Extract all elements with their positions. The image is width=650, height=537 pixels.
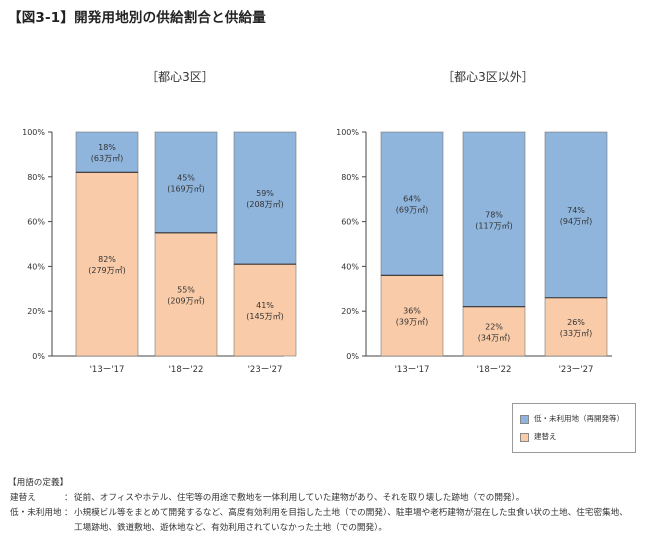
definition-term-vacant: 低・未利用地	[10, 508, 62, 518]
bar-segment-vacant	[233, 131, 297, 265]
bar-segment-rebuild	[233, 263, 297, 357]
chart-title-central-3-wards: ［都心3区］	[146, 70, 214, 84]
definitions-heading: 【用語の定義】	[8, 478, 69, 488]
definition-vacant: 低・未利用地 ： 小規模ビル等をまとめて開発するなど、高度有効利用を目指した土地…	[8, 506, 648, 521]
bar-segment-rebuild	[462, 306, 526, 357]
x-category-label: '18ー'22	[169, 365, 204, 375]
x-category-label: '23ー'27	[248, 365, 283, 375]
data-label-rebuild: 36%	[403, 307, 421, 316]
bar-segment-rebuild	[544, 297, 608, 357]
data-label-rebuild: 41%	[256, 301, 274, 310]
legend-label-vacant: 低・未利用地（再開発等）	[534, 414, 624, 423]
data-label-vacant: 74%	[567, 206, 585, 215]
x-category-label: '18ー'22	[477, 365, 512, 375]
legend-label-rebuild: 建替え	[534, 432, 557, 441]
definition-desc-vacant: 小規模ビル等をまとめて開発するなど、高度有効利用を目指した土地（での開発）、駐車…	[74, 508, 628, 518]
data-label-vacant: 78%	[485, 210, 503, 219]
data-sublabel-vacant: (117万㎡)	[475, 221, 513, 230]
data-label-vacant: 45%	[177, 173, 195, 182]
legend: 低・未利用地（再開発等） 建替え	[512, 403, 636, 453]
data-sublabel-vacant: (69万㎡)	[396, 206, 428, 215]
y-tick-label: 80%	[27, 173, 45, 182]
data-sublabel-vacant: (94万㎡)	[560, 217, 592, 226]
y-tick-label: 0%	[32, 352, 45, 361]
data-sublabel-rebuild: (145万㎡)	[246, 312, 284, 321]
definition-colon: ：	[64, 493, 73, 503]
y-tick-label: 60%	[341, 218, 359, 227]
y-tick-label: 0%	[346, 352, 359, 361]
definition-term-rebuild: 建替え	[10, 493, 36, 503]
x-category-label: '23ー'27	[559, 365, 594, 375]
y-tick-label: 40%	[341, 262, 359, 271]
y-tick-label: 100%	[22, 128, 45, 137]
y-tick-label: 80%	[341, 173, 359, 182]
legend-swatch-vacant	[520, 414, 529, 424]
legend-item-vacant: 低・未利用地（再開発等）	[520, 413, 624, 424]
data-sublabel-vacant: (208万㎡)	[246, 200, 284, 209]
legend-item-rebuild: 建替え	[520, 431, 557, 442]
data-sublabel-vacant: (169万㎡)	[167, 184, 205, 193]
definition-desc-rebuild: 従前、オフィスやホテル、住宅等の用途で敷地を一体利用していた建物があり、それを取…	[74, 493, 525, 503]
definition-colon: ：	[64, 508, 73, 518]
y-tick-label: 40%	[27, 262, 45, 271]
bar-segment-vacant	[380, 131, 444, 276]
x-category-label: '13ー'17	[90, 365, 125, 375]
legend-swatch-rebuild	[520, 432, 529, 442]
y-tick-label: 100%	[336, 128, 359, 137]
term-definitions: 【用語の定義】 建替え ： 従前、オフィスやホテル、住宅等の用途で敷地を一体利用…	[8, 476, 648, 536]
bar-segment-rebuild	[380, 275, 444, 357]
x-category-label: '13ー'17	[395, 365, 430, 375]
data-sublabel-rebuild: (279万㎡)	[88, 266, 126, 275]
y-tick-label: 60%	[27, 218, 45, 227]
bar-segment-rebuild	[75, 172, 139, 357]
data-label-rebuild: 55%	[177, 285, 195, 294]
bar-segment-vacant	[544, 131, 608, 299]
data-label-rebuild: 22%	[485, 322, 503, 331]
data-sublabel-vacant: (63万㎡)	[91, 154, 123, 163]
bar-segment-rebuild	[154, 232, 218, 357]
bar-segment-vacant	[154, 131, 218, 234]
data-label-vacant: 59%	[256, 189, 274, 198]
figure-title: 【図3-1】開発用地別の供給割合と供給量	[8, 10, 266, 26]
data-label-rebuild: 26%	[567, 318, 585, 327]
y-tick-label: 20%	[27, 307, 45, 316]
data-sublabel-rebuild: (209万㎡)	[167, 296, 205, 305]
data-sublabel-rebuild: (33万㎡)	[560, 329, 592, 338]
y-tick-label: 20%	[341, 307, 359, 316]
chart-title-other-wards: ［都心3区以外］	[442, 70, 534, 84]
definition-rebuild: 建替え ： 従前、オフィスやホテル、住宅等の用途で敷地を一体利用していた建物があ…	[8, 491, 648, 506]
data-sublabel-rebuild: (39万㎡)	[396, 318, 428, 327]
definition-desc-vacant-continued: 工場跡地、鉄道敷地、遊休地など、有効利用されていなかった土地（での開発）。	[74, 523, 387, 533]
data-sublabel-rebuild: (34万㎡)	[478, 333, 510, 342]
data-label-rebuild: 82%	[98, 255, 116, 264]
bar-segment-vacant	[462, 131, 526, 308]
bar-segment-vacant	[75, 131, 139, 173]
data-label-vacant: 64%	[403, 195, 421, 204]
data-label-vacant: 18%	[98, 143, 116, 152]
